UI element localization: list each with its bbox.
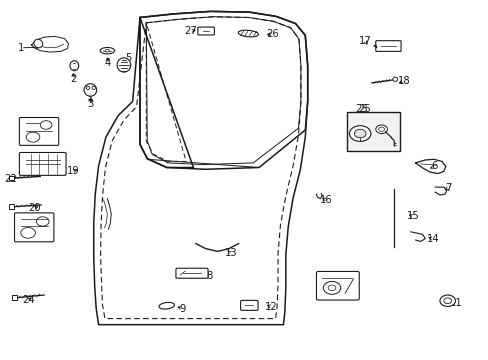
Circle shape [26, 132, 40, 142]
Circle shape [378, 127, 384, 131]
Circle shape [40, 121, 52, 129]
Ellipse shape [70, 61, 79, 71]
Ellipse shape [86, 86, 89, 89]
Circle shape [323, 282, 340, 294]
Text: 19: 19 [67, 166, 80, 176]
Text: 8: 8 [206, 271, 212, 282]
Ellipse shape [34, 39, 42, 48]
Text: 23: 23 [14, 227, 26, 237]
Circle shape [21, 228, 35, 238]
FancyBboxPatch shape [375, 41, 400, 51]
Bar [9, 176, 14, 180]
Circle shape [327, 285, 335, 291]
Ellipse shape [117, 58, 130, 72]
Text: 3: 3 [87, 99, 93, 109]
Bar [346, 112, 399, 152]
Text: 17: 17 [358, 36, 371, 46]
Ellipse shape [238, 30, 258, 37]
Text: 4: 4 [104, 58, 110, 68]
Text: 20: 20 [28, 203, 41, 213]
Text: 27: 27 [184, 26, 197, 36]
Circle shape [375, 125, 386, 134]
Text: 5: 5 [125, 53, 132, 63]
Circle shape [443, 298, 451, 303]
Text: 12: 12 [265, 302, 278, 312]
Bar [9, 204, 14, 208]
FancyBboxPatch shape [198, 27, 214, 35]
FancyBboxPatch shape [20, 117, 59, 145]
Text: 25: 25 [358, 104, 371, 114]
Text: 1: 1 [18, 43, 24, 53]
Text: 14: 14 [426, 234, 439, 244]
Ellipse shape [159, 302, 174, 309]
Ellipse shape [92, 86, 95, 89]
Text: 24: 24 [22, 295, 34, 305]
Text: 13: 13 [224, 248, 237, 258]
Text: 25: 25 [354, 104, 367, 113]
Text: 22: 22 [5, 174, 18, 184]
Text: 21: 21 [28, 133, 41, 143]
Text: 16: 16 [319, 195, 332, 204]
Text: 26: 26 [266, 29, 279, 39]
FancyBboxPatch shape [176, 268, 207, 278]
Bar [12, 296, 17, 300]
FancyBboxPatch shape [15, 213, 54, 242]
Circle shape [36, 217, 49, 226]
Text: 18: 18 [397, 76, 409, 86]
Ellipse shape [392, 77, 397, 81]
Text: 10: 10 [335, 284, 347, 294]
Text: 7: 7 [445, 183, 451, 193]
Text: 11: 11 [448, 298, 462, 308]
Circle shape [439, 295, 455, 306]
Text: 2: 2 [70, 74, 77, 84]
FancyBboxPatch shape [240, 300, 258, 310]
Text: 6: 6 [430, 161, 436, 171]
Ellipse shape [100, 48, 115, 54]
Ellipse shape [84, 84, 97, 96]
Text: 15: 15 [407, 211, 419, 221]
Circle shape [349, 126, 370, 141]
FancyBboxPatch shape [316, 271, 359, 300]
Circle shape [354, 129, 366, 138]
Text: 9: 9 [179, 303, 185, 314]
Ellipse shape [105, 49, 109, 52]
FancyBboxPatch shape [20, 153, 66, 175]
